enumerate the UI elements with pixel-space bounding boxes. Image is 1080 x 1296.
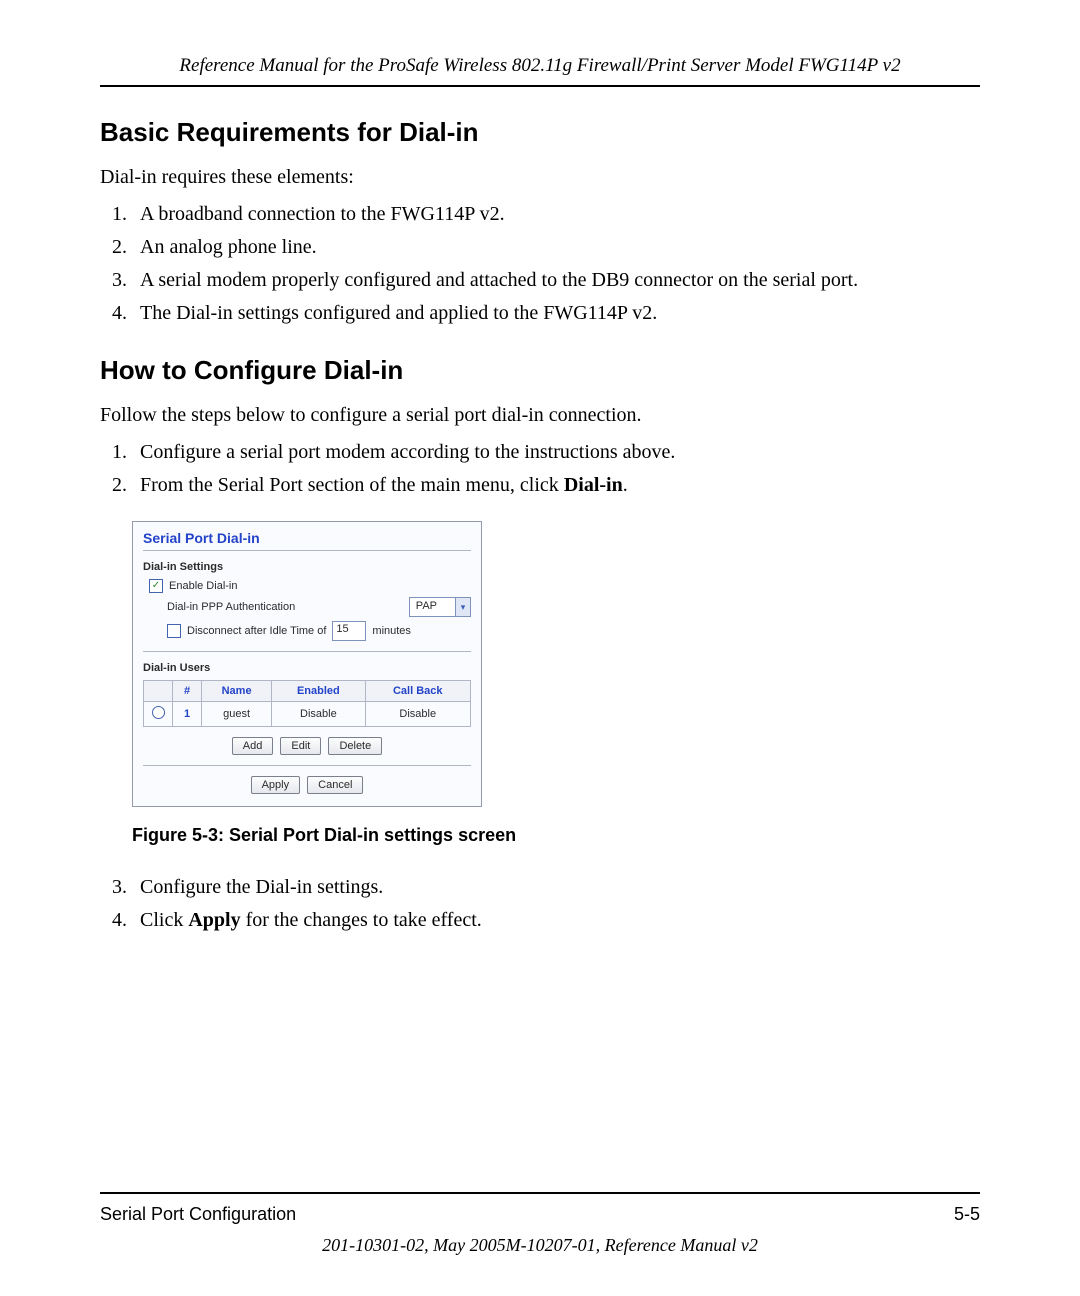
- footer-left: Serial Port Configuration: [100, 1204, 296, 1225]
- list-item: A serial modem properly configured and a…: [132, 269, 980, 292]
- footer-row: Serial Port Configuration 5-5: [100, 1204, 980, 1225]
- text: .: [623, 474, 628, 496]
- table-header: Call Back: [365, 681, 470, 702]
- users-label: Dial-in Users: [143, 662, 471, 674]
- auth-select-value: PAP: [410, 598, 455, 616]
- add-button[interactable]: Add: [232, 737, 274, 755]
- settings-label: Dial-in Settings: [143, 561, 471, 573]
- chevron-down-icon: ▾: [455, 598, 470, 616]
- section1-list: A broadband connection to the FWG114P v2…: [100, 203, 980, 325]
- panel-title: Serial Port Dial-in: [143, 530, 471, 546]
- section2-list-bottom: Configure the Dial-in settings. Click Ap…: [100, 876, 980, 932]
- table-button-row: Add Edit Delete: [143, 737, 471, 755]
- list-item: An analog phone line.: [132, 236, 980, 259]
- idle-time-input[interactable]: 15: [332, 621, 366, 641]
- section2-list-top: Configure a serial port modem according …: [100, 441, 980, 497]
- page-header: Reference Manual for the ProSafe Wireles…: [100, 55, 980, 87]
- row-enabled: Disable: [272, 702, 365, 727]
- table-row[interactable]: 1 guest Disable Disable: [144, 702, 471, 727]
- delete-button[interactable]: Delete: [328, 737, 382, 755]
- disconnect-label-pre: Disconnect after Idle Time of: [187, 625, 326, 637]
- bold-text: Dial-in: [564, 474, 623, 496]
- form-button-row: Apply Cancel: [143, 776, 471, 794]
- row-radio-cell[interactable]: [144, 702, 173, 727]
- disconnect-label-post: minutes: [372, 625, 411, 637]
- enable-dialin-row: ✓ Enable Dial-in: [143, 579, 471, 593]
- footer-sub: 201-10301-02, May 2005M-10207-01, Refere…: [100, 1235, 980, 1256]
- row-name: guest: [202, 702, 272, 727]
- table-header: #: [173, 681, 202, 702]
- page-footer: Serial Port Configuration 5-5 201-10301-…: [100, 1192, 980, 1256]
- table-header: Enabled: [272, 681, 365, 702]
- list-item: From the Serial Port section of the main…: [132, 474, 980, 497]
- auth-select[interactable]: PAP ▾: [409, 597, 471, 617]
- row-callback: Disable: [365, 702, 470, 727]
- page: Reference Manual for the ProSafe Wireles…: [0, 0, 1080, 1296]
- text: Click: [140, 909, 188, 931]
- section1-intro: Dial-in requires these elements:: [100, 166, 980, 189]
- row-num: 1: [173, 702, 202, 727]
- figure-caption: Figure 5-3: Serial Port Dial-in settings…: [132, 825, 980, 846]
- enable-dialin-label: Enable Dial-in: [169, 580, 237, 592]
- checkbox-enable-dialin[interactable]: ✓: [149, 579, 163, 593]
- divider: [143, 765, 471, 766]
- section-heading-howto: How to Configure Dial-in: [100, 355, 980, 386]
- edit-button[interactable]: Edit: [280, 737, 321, 755]
- auth-row: Dial-in PPP Authentication PAP ▾: [143, 597, 471, 617]
- footer-right: 5-5: [954, 1204, 980, 1225]
- divider: [143, 651, 471, 652]
- list-item: Configure the Dial-in settings.: [132, 876, 980, 899]
- auth-label: Dial-in PPP Authentication: [167, 601, 295, 613]
- radio-icon[interactable]: [152, 706, 165, 719]
- text: for the changes to take effect.: [241, 909, 482, 931]
- cancel-button[interactable]: Cancel: [307, 776, 363, 794]
- section2-intro: Follow the steps below to configure a se…: [100, 404, 980, 427]
- dialin-screenshot: Serial Port Dial-in Dial-in Settings ✓ E…: [132, 521, 482, 807]
- checkbox-disconnect[interactable]: ✓: [167, 624, 181, 638]
- list-item: Click Apply for the changes to take effe…: [132, 909, 980, 932]
- apply-button[interactable]: Apply: [251, 776, 301, 794]
- text: From the Serial Port section of the main…: [140, 474, 564, 496]
- disconnect-row: ✓ Disconnect after Idle Time of 15 minut…: [143, 621, 471, 641]
- list-item: The Dial-in settings configured and appl…: [132, 302, 980, 325]
- section-heading-basic-req: Basic Requirements for Dial-in: [100, 117, 980, 148]
- table-header-row: # Name Enabled Call Back: [144, 681, 471, 702]
- list-item: Configure a serial port modem according …: [132, 441, 980, 464]
- table-header: [144, 681, 173, 702]
- bold-text: Apply: [188, 909, 240, 931]
- list-item: A broadband connection to the FWG114P v2…: [132, 203, 980, 226]
- footer-divider: [100, 1192, 980, 1194]
- table-header: Name: [202, 681, 272, 702]
- users-table: # Name Enabled Call Back 1 guest Disable…: [143, 680, 471, 727]
- divider: [143, 550, 471, 551]
- figure: Serial Port Dial-in Dial-in Settings ✓ E…: [132, 521, 980, 846]
